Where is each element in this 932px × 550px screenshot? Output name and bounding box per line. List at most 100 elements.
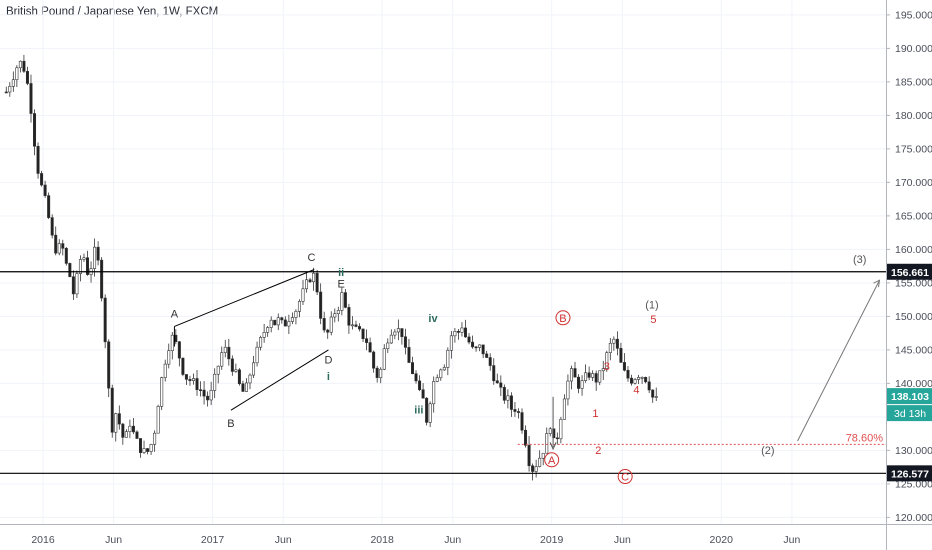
candle-body [170,334,174,352]
level-badge [887,465,932,482]
wave-label-16: 4 [633,384,639,396]
candle [400,328,404,345]
wave-circle [617,469,633,485]
candle [410,356,414,375]
candle-body [266,327,270,333]
candle-body [184,374,188,380]
candle [372,350,376,373]
y-tick-label: 145.000 [895,344,932,356]
candle [471,335,475,349]
candle-body [403,336,407,348]
candle [527,436,531,472]
wave-text: E [337,279,344,291]
candle-body [375,367,379,378]
candle [439,368,443,381]
candle [577,374,581,394]
wave-label-13: 1 [592,408,598,420]
candle [336,306,340,322]
candle [33,109,37,156]
candle [29,74,33,123]
candle-body [343,292,347,308]
candle [573,361,577,378]
candle-body [555,437,559,440]
candle-body [449,335,453,351]
candle [520,408,524,434]
candle-body [142,448,146,453]
candle [418,375,422,392]
candle-body [446,349,450,368]
candle [612,336,616,351]
candle-body [580,380,584,389]
candle-body [587,372,591,378]
candle [160,376,164,411]
candle [297,299,301,318]
candle-body [57,243,61,254]
candle-body [612,338,616,344]
candle [637,374,641,385]
candle-body [630,377,634,384]
wave-label-8: iii [414,405,423,417]
candle-body [534,466,538,472]
candle-body [312,272,316,283]
candle [562,394,566,420]
candle-body [276,317,280,326]
candle [71,270,75,300]
candle [555,432,559,445]
candle-body [647,381,651,391]
candle-body [516,411,520,413]
candle [57,239,61,256]
wave-label-6: i [327,371,330,383]
wave-text: iv [428,313,438,325]
wave-text: 5 [650,314,656,326]
candle-body [202,389,206,397]
candle-body [400,328,404,338]
candle [262,323,266,343]
candle [149,443,153,455]
candle-body [15,67,19,81]
candle-body [117,413,121,425]
candle [11,71,15,92]
candle [432,376,436,413]
candle-body [156,405,160,434]
candle [492,358,496,385]
candle-body [103,297,107,343]
candle-body [393,331,397,336]
candle [622,353,626,372]
candle-body [18,60,22,69]
candle-body [33,113,37,147]
candle [382,344,386,371]
wave-text: D [324,354,332,366]
candle-body [467,336,471,343]
wave-label-15: 3 [604,361,610,373]
candle-body [167,350,171,365]
last-price-label: 138.103 [891,391,929,403]
candle [142,440,146,455]
candle [22,54,26,73]
candle [244,378,248,392]
candle-body [421,389,425,399]
candle-body [280,317,284,321]
candle-body [199,389,203,392]
candle [128,419,132,439]
candle [276,313,280,331]
candle-body [269,319,273,328]
candle [121,422,125,445]
candle [326,328,330,339]
candle-body [131,425,135,433]
wave-text: iii [414,405,423,417]
candle-body [114,413,118,433]
candle [598,370,602,386]
candle-body [591,373,595,378]
wave-label-1: A [171,309,179,321]
candle-body [11,79,15,87]
candle-body [121,423,125,438]
candle-body [252,362,256,376]
candle-body [365,338,369,343]
candle [389,329,393,344]
candle [177,340,181,367]
candle [350,316,354,330]
candle-body [25,71,29,84]
candle [587,366,591,381]
